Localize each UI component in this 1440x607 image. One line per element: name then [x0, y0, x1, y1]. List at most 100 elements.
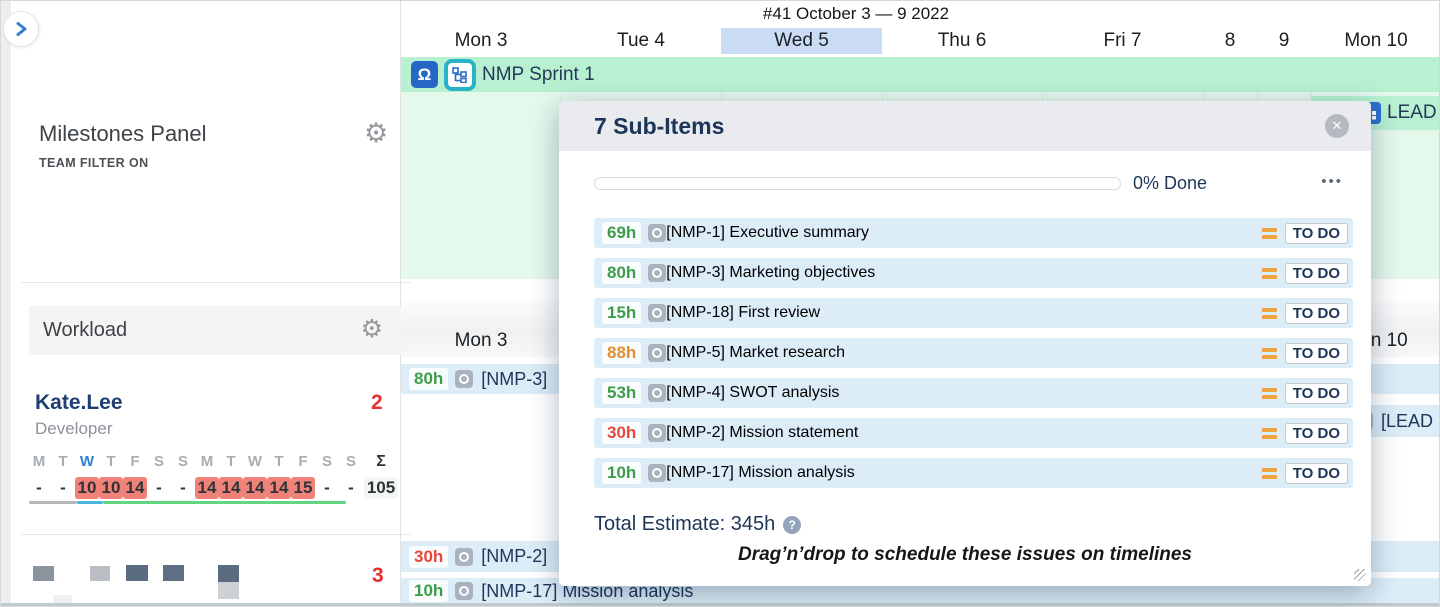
subitem-row[interactable]: 30h [NMP-2] Mission statement TO DO: [594, 418, 1353, 448]
subitem-row[interactable]: 80h [NMP-3] Marketing objectives TO DO: [594, 258, 1353, 288]
sprint-name: NMP Sprint 1: [482, 63, 595, 85]
milestones-panel-title: Milestones Panel: [39, 121, 207, 146]
day-letter: W: [247, 453, 263, 470]
estimate-badge: 80h: [602, 262, 642, 284]
collapse-panel-button[interactable]: [3, 11, 39, 47]
mini-workload-block: [33, 566, 54, 581]
day-header2-mon3: Mon 3: [454, 330, 508, 351]
left-panel: Milestones Panel TEAM FILTER ON ⚙ Worklo…: [11, 1, 411, 603]
task-bar-lead[interactable]: [LEAD: [1311, 405, 1439, 437]
task-type-icon: [648, 264, 667, 282]
bottom-scroll-strip[interactable]: [1, 603, 1439, 606]
subitem-row[interactable]: 88h [NMP-5] Market research TO DO: [594, 338, 1353, 368]
day-hours: -: [60, 478, 66, 497]
sigma-label: Σ: [376, 453, 386, 470]
milestones-settings-gear-icon[interactable]: ⚙: [364, 118, 389, 148]
day-header-sat8: 8: [1224, 30, 1236, 51]
estimate-badge: 10h: [409, 580, 449, 602]
issue-summary: [NMP-1] Executive summary: [666, 224, 870, 241]
modal-title: 7 Sub-Items: [594, 112, 725, 139]
status-badge[interactable]: TO DO: [1284, 222, 1348, 244]
panel-gutter: [1, 1, 11, 606]
priority-medium-icon: [1261, 226, 1277, 240]
task-type-icon: [648, 384, 667, 402]
estimate-badge: 30h: [602, 422, 642, 444]
subitem-row[interactable]: 15h [NMP-18] First review TO DO: [594, 298, 1353, 328]
day-letter: T: [106, 453, 116, 470]
issue-summary: [NMP-4] SWOT analysis: [666, 384, 840, 401]
issue-summary: [NMP-2] Mission statement: [666, 424, 859, 441]
issue-summary: [NMP-3] Marketing objectives: [666, 264, 876, 281]
issue-summary: [LEAD: [1381, 410, 1434, 431]
estimate-badge: 30h: [409, 545, 449, 568]
task-type-icon: [648, 224, 667, 242]
capacity-underline-today: [77, 501, 103, 504]
day-letter: F: [130, 453, 140, 470]
subitem-row[interactable]: 53h [NMP-4] SWOT analysis TO DO: [594, 378, 1353, 408]
day-letter: T: [58, 453, 68, 470]
help-icon[interactable]: ?: [783, 515, 802, 534]
overload-count-badge: 2: [371, 391, 383, 414]
subitems-hierarchy-icon[interactable]: [444, 58, 476, 91]
priority-medium-icon: [1261, 426, 1277, 440]
more-options-icon[interactable]: •••: [1321, 173, 1343, 190]
sprint-milestone-bar[interactable]: Ω NMP Sprint 1: [401, 57, 1439, 92]
day-header-sun9: 9: [1278, 30, 1290, 51]
day-header-mon3: Mon 3: [454, 30, 508, 51]
day-letter: M: [32, 453, 46, 470]
status-badge[interactable]: TO DO: [1284, 262, 1348, 284]
status-badge[interactable]: TO DO: [1284, 422, 1348, 444]
day-hours: -: [36, 478, 42, 497]
user-name[interactable]: Kate.Lee: [35, 391, 123, 414]
issue-summary: [NMP-5] Market research: [666, 344, 846, 361]
divider: [21, 282, 411, 283]
day-letter: M: [200, 453, 214, 470]
day-hours-overload: 14: [266, 477, 292, 499]
week-label: #41 October 3 — 9 2022: [762, 4, 950, 23]
status-badge[interactable]: TO DO: [1284, 342, 1348, 364]
progress-bar: [594, 177, 1121, 190]
estimate-badge: 53h: [602, 382, 642, 404]
day-letter: T: [226, 453, 236, 470]
mini-workload-block: [126, 565, 148, 581]
sub-items-modal: 7 Sub-Items ✕ 0% Done ••• 69h [NMP-1] Ex…: [559, 101, 1371, 586]
dragdrop-hint: Drag’n’drop to schedule these issues on …: [738, 544, 1192, 565]
status-badge[interactable]: TO DO: [1284, 462, 1348, 484]
status-badge[interactable]: TO DO: [1284, 302, 1348, 324]
close-icon[interactable]: ✕: [1325, 114, 1349, 138]
task-type-icon: [648, 424, 667, 442]
priority-medium-icon: [1261, 386, 1277, 400]
progress-label: 0% Done: [1133, 173, 1208, 193]
task-type-icon: [455, 582, 474, 600]
task-type-icon: [648, 344, 667, 362]
resize-handle[interactable]: [1354, 569, 1366, 581]
priority-medium-icon: [1261, 306, 1277, 320]
lead-milestone-label: LEAD S: [1387, 102, 1439, 123]
day-hours-overload: 14: [194, 477, 220, 499]
issue-summary: [NMP-3]: [481, 368, 548, 389]
issue-summary: [NMP-18] First review: [666, 304, 821, 321]
day-header-fri7: Fri 7: [1103, 30, 1142, 51]
workload-title: Workload: [43, 319, 128, 341]
task-type-icon: [455, 547, 474, 566]
subitem-row[interactable]: 10h [NMP-17] Mission analysis TO DO: [594, 458, 1353, 488]
task-type-icon: [648, 464, 667, 482]
day-hours: -: [324, 478, 330, 497]
day-hours: -: [348, 478, 354, 497]
day-hours: -: [180, 478, 186, 497]
day-letter: S: [177, 453, 188, 470]
workload-settings-gear-icon[interactable]: ⚙: [360, 315, 383, 343]
day-hours-overload: 15: [290, 477, 316, 499]
mini-workload-block: [90, 566, 110, 581]
day-hours-overload: 10: [74, 477, 100, 499]
day-hours: -: [156, 478, 162, 497]
day-letter-today: W: [79, 453, 95, 470]
task-type-icon: [648, 304, 667, 322]
estimate-badge: 88h: [602, 342, 642, 364]
subitem-row[interactable]: 69h [NMP-1] Executive summary TO DO: [594, 218, 1353, 248]
mini-workload-block: [218, 565, 239, 582]
overload-count-badge: 3: [372, 564, 384, 587]
status-badge[interactable]: TO DO: [1284, 382, 1348, 404]
day-letter: F: [298, 453, 308, 470]
estimate-badge: 80h: [409, 368, 449, 390]
